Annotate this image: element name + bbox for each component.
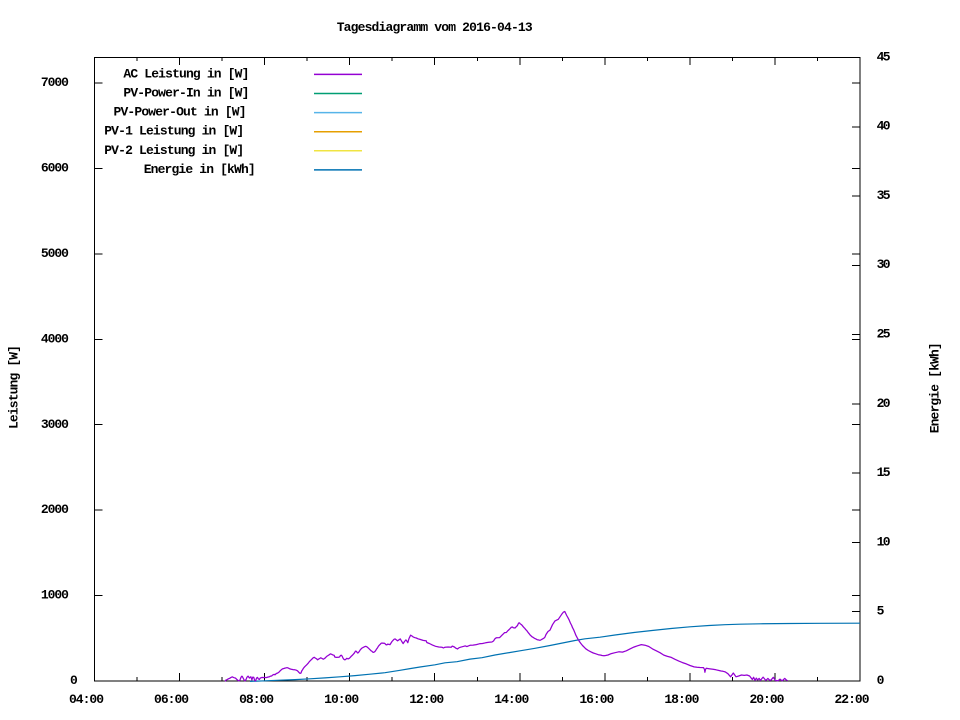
svg-text:10:00: 10:00 xyxy=(324,692,359,707)
svg-text:Leistung [W]: Leistung [W] xyxy=(7,345,22,429)
svg-text:40: 40 xyxy=(877,119,891,134)
svg-text:20:00: 20:00 xyxy=(749,692,784,707)
svg-text:PV-2 Leistung in [W]: PV-2 Leistung in [W] xyxy=(104,143,244,158)
svg-text:0: 0 xyxy=(70,673,78,688)
svg-text:16:00: 16:00 xyxy=(579,692,614,707)
svg-text:06:00: 06:00 xyxy=(154,692,189,707)
svg-text:Tagesdiagramm vom 2016-04-13: Tagesdiagramm vom 2016-04-13 xyxy=(337,20,533,35)
svg-text:22:00: 22:00 xyxy=(835,692,870,707)
svg-text:12:00: 12:00 xyxy=(409,692,444,707)
svg-text:25: 25 xyxy=(877,327,891,342)
svg-text:30: 30 xyxy=(877,257,891,272)
svg-text:35: 35 xyxy=(877,188,891,203)
svg-text:Energie in [kWh]: Energie in [kWh] xyxy=(144,162,256,177)
svg-text:2000: 2000 xyxy=(41,502,69,517)
svg-text:PV-Power-Out in [W]: PV-Power-Out in [W] xyxy=(114,105,247,120)
svg-text:5000: 5000 xyxy=(41,246,69,261)
svg-text:18:00: 18:00 xyxy=(664,692,699,707)
svg-text:6000: 6000 xyxy=(41,161,69,176)
svg-text:1000: 1000 xyxy=(41,588,69,603)
svg-text:10: 10 xyxy=(877,534,891,549)
svg-text:20: 20 xyxy=(877,396,891,411)
svg-text:4000: 4000 xyxy=(41,331,69,346)
svg-text:PV-1 Leistung in [W]: PV-1 Leistung in [W] xyxy=(104,124,244,139)
svg-text:AC Leistung in [W]: AC Leistung in [W] xyxy=(123,66,249,81)
svg-text:45: 45 xyxy=(877,49,891,64)
svg-text:15: 15 xyxy=(877,465,891,480)
svg-text:0: 0 xyxy=(877,673,885,688)
svg-text:Energie [kWh]: Energie [kWh] xyxy=(927,342,942,433)
svg-text:7000: 7000 xyxy=(41,75,69,90)
svg-text:3000: 3000 xyxy=(41,417,69,432)
svg-text:PV-Power-In in [W]: PV-Power-In in [W] xyxy=(123,86,249,101)
svg-text:04:00: 04:00 xyxy=(69,692,104,707)
svg-text:14:00: 14:00 xyxy=(494,692,529,707)
svg-text:08:00: 08:00 xyxy=(239,692,274,707)
svg-text:5: 5 xyxy=(877,604,885,619)
